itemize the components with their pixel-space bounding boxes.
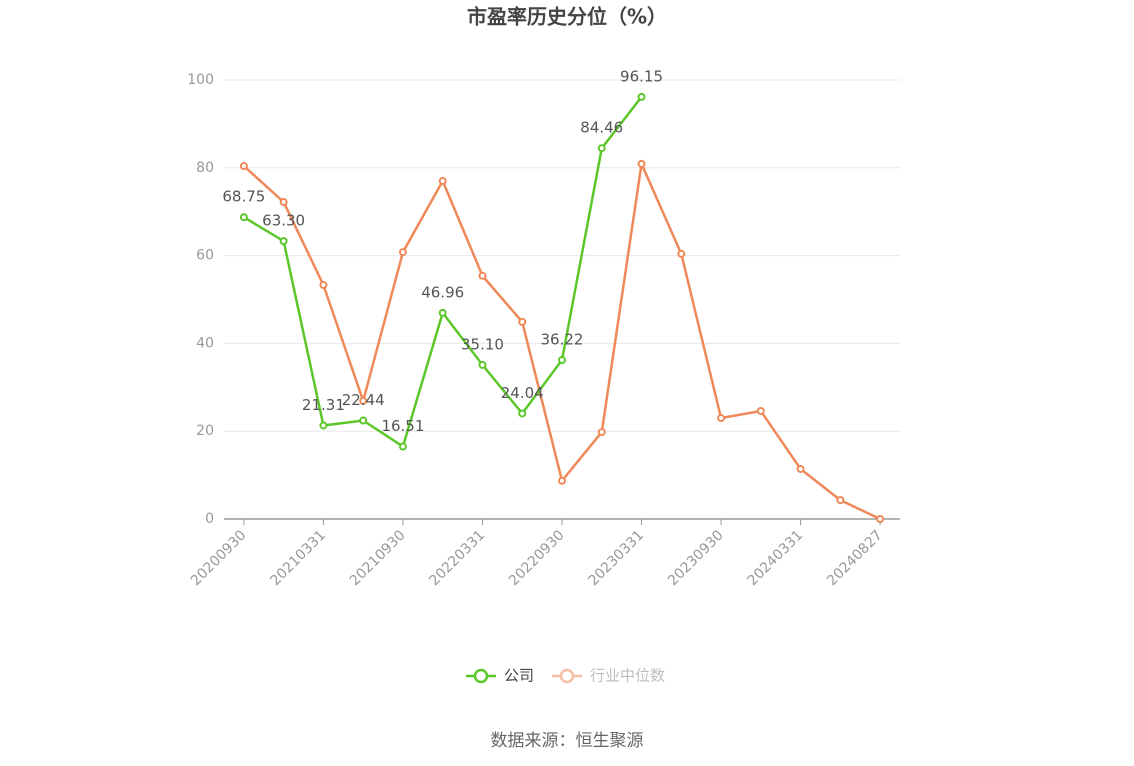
- data-point: [597, 144, 606, 153]
- legend-item: 公司: [466, 667, 534, 685]
- x-tick-label: 20210331: [267, 527, 329, 589]
- data-point: [796, 464, 805, 473]
- data-point: [438, 308, 447, 317]
- data-label: 35.10: [461, 335, 504, 353]
- data-label: 16.51: [381, 417, 424, 435]
- data-point: [518, 317, 527, 326]
- data-label: 22.44: [342, 391, 385, 409]
- legend-marker: [473, 668, 489, 684]
- data-point: [677, 249, 686, 258]
- data-label: 36.22: [541, 330, 584, 348]
- data-label: 96.15: [620, 67, 663, 85]
- data-point: [597, 428, 606, 437]
- data-label: 24.04: [501, 384, 544, 402]
- data-point: [518, 409, 527, 418]
- y-tick-label: 80: [196, 160, 214, 176]
- legend-label: 公司: [504, 667, 534, 685]
- data-point: [478, 360, 487, 369]
- y-tick-label: 100: [187, 72, 214, 88]
- data-point: [359, 416, 368, 425]
- legend-label: 行业中位数: [590, 667, 665, 685]
- data-point: [239, 162, 248, 171]
- data-label: 63.30: [262, 212, 305, 230]
- data-label: 46.96: [421, 283, 464, 301]
- data-point: [637, 159, 646, 168]
- x-tick-label: 20220930: [506, 527, 568, 589]
- data-point: [836, 496, 845, 505]
- data-point: [398, 248, 407, 257]
- data-label: 84.46: [580, 119, 623, 137]
- x-tick-label: 20210930: [347, 527, 409, 589]
- x-tick-label: 20230930: [665, 527, 727, 589]
- data-label: 68.75: [222, 188, 265, 206]
- x-tick-label: 20240331: [745, 527, 807, 589]
- data-label: 21.31: [302, 396, 345, 414]
- data-point: [558, 476, 566, 485]
- legend-item: 行业中位数: [552, 667, 665, 685]
- y-tick-label: 0: [205, 511, 214, 527]
- chart-title: 市盈率历史分位（%）: [467, 5, 667, 29]
- data-point: [279, 198, 288, 207]
- legend-marker: [559, 668, 575, 684]
- y-tick-label: 60: [196, 248, 214, 264]
- x-tick-label: 20240827: [824, 527, 886, 589]
- data-point: [637, 92, 646, 101]
- x-tick-label: 20220331: [426, 527, 488, 589]
- data-point: [239, 213, 248, 222]
- source-note: 数据来源：恒生聚源: [491, 731, 644, 751]
- data-point: [319, 421, 328, 430]
- data-point: [359, 396, 368, 405]
- data-point: [717, 414, 726, 423]
- data-point: [438, 176, 447, 185]
- y-tick-label: 40: [196, 335, 214, 351]
- x-tick-label: 20200930: [188, 527, 250, 589]
- data-point: [279, 237, 288, 246]
- data-point: [398, 442, 407, 451]
- series-line: [243, 96, 643, 449]
- x-tick-label: 20230331: [585, 527, 647, 589]
- data-point: [876, 515, 885, 523]
- data-point: [756, 407, 765, 416]
- y-tick-label: 20: [196, 423, 214, 439]
- data-point: [478, 271, 487, 280]
- data-point: [558, 355, 566, 364]
- data-point: [319, 281, 328, 290]
